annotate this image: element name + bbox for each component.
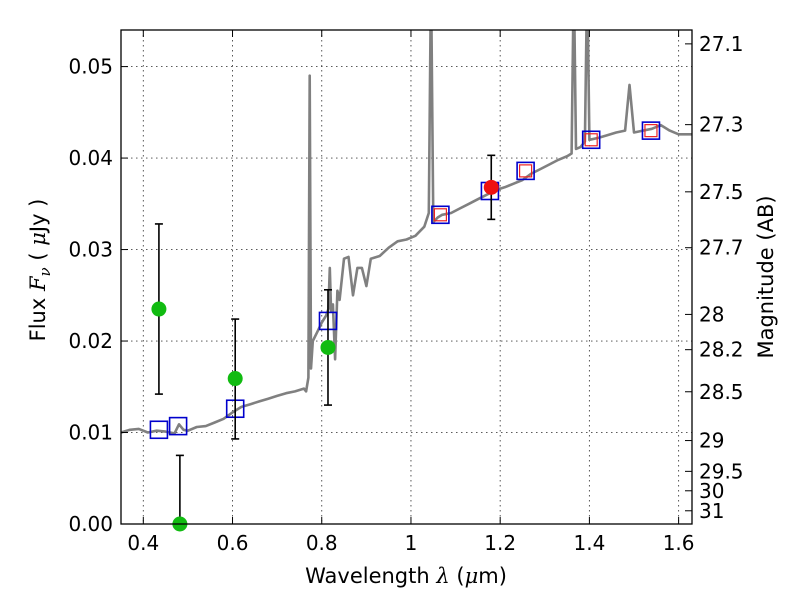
model-band-square-red bbox=[519, 164, 533, 178]
model-band-square-red bbox=[644, 124, 658, 138]
photometry-point bbox=[227, 371, 243, 387]
x-axis-title: Wavelength λ (μm) bbox=[305, 564, 507, 588]
model-band-square-blue bbox=[149, 420, 169, 440]
y2-tick-label: 30 bbox=[699, 479, 724, 503]
y2-axis-title: Magnitude (AB) bbox=[754, 195, 778, 358]
x-tick-label: 0.8 bbox=[306, 531, 338, 555]
y2-tick-label: 31 bbox=[699, 499, 724, 523]
y2-tick-label: 28.2 bbox=[699, 338, 744, 362]
y2-tick-label: 27.3 bbox=[699, 113, 744, 137]
y-tick-label: 0.00 bbox=[68, 512, 113, 536]
x-tick-label: 1.6 bbox=[663, 531, 695, 555]
y2-tick-label: 27.1 bbox=[699, 32, 744, 56]
y2-tick-label: 27.7 bbox=[699, 236, 744, 260]
model-band-square-blue bbox=[641, 121, 661, 140]
photometry-point bbox=[483, 179, 499, 195]
model-band-square-blue bbox=[516, 161, 535, 181]
y-tick-label: 0.04 bbox=[68, 146, 113, 170]
y2-tick-label: 29 bbox=[699, 429, 724, 453]
y2-tick-label: 28 bbox=[699, 302, 724, 326]
plot-frame bbox=[120, 29, 693, 525]
y-tick-label: 0.03 bbox=[68, 238, 113, 262]
model-band-square-blue bbox=[431, 205, 450, 225]
y-tick-label: 0.01 bbox=[68, 421, 113, 445]
model-band-square-blue bbox=[581, 130, 601, 150]
x-tick-label: 1.4 bbox=[573, 531, 605, 555]
axis-ticks: 0.4 0.6 0.8 1 1.2 1.4 1.6 0.00 0.01 0.02 0.03 0.04 0… bbox=[68, 30, 744, 555]
photometry-point bbox=[151, 301, 167, 317]
x-tick-label: 1.2 bbox=[484, 531, 516, 555]
marker-layer bbox=[149, 121, 661, 532]
model-band-square-red bbox=[584, 133, 598, 147]
x-tick-label: 0.6 bbox=[217, 531, 249, 555]
model-band-square-blue bbox=[168, 416, 188, 436]
y-tick-label: 0.05 bbox=[68, 55, 113, 79]
y2-tick-label: 28.5 bbox=[699, 380, 744, 404]
y2-tick-label: 27.5 bbox=[699, 180, 744, 204]
model-band-square-red bbox=[433, 208, 448, 222]
x-tick-label: 1 bbox=[405, 531, 418, 555]
x-tick-label: 0.4 bbox=[127, 531, 159, 555]
y-axis-title: Flux Fν ( μJy ) bbox=[26, 199, 54, 342]
y-tick-label: 0.02 bbox=[68, 329, 113, 353]
y2-tick-label: 29.5 bbox=[699, 459, 744, 483]
photometry-point bbox=[320, 339, 336, 355]
